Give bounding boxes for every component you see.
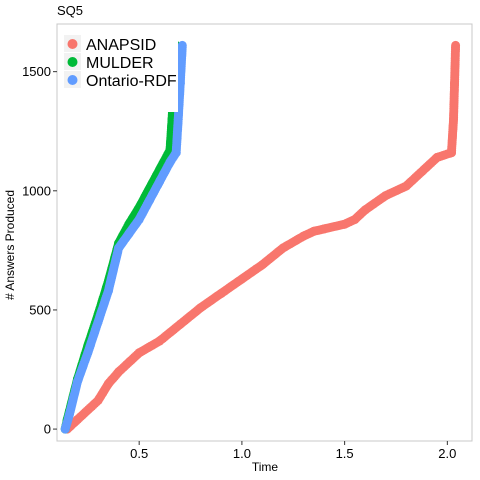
y-tick-label: 1000 [22,183,51,198]
legend-label: ANAPSID [86,37,156,54]
x-tick-label: 0.5 [130,446,148,461]
points-layer [60,40,461,434]
x-tick-label: 1.0 [233,446,251,461]
legend-marker [67,57,78,67]
y-axis: 0 500 1000 1500 [22,64,57,437]
x-axis-title: Time [252,460,279,474]
legend-background [62,34,178,112]
series-ontario-rdf [60,40,187,434]
legend-marker [67,75,78,85]
legend-marker [67,39,78,49]
data-point [451,40,461,50]
chart-title: SQ5 [57,3,83,18]
y-tick-label: 1500 [22,64,51,79]
legend-label: MULDER [86,55,154,72]
y-tick-label: 500 [29,302,51,317]
y-tick-label: 0 [44,422,51,437]
x-axis: 0.5 1.0 1.5 2.0 [130,441,456,461]
series-anapsid [62,40,461,434]
y-axis-title: # Answers Produced [3,190,17,300]
data-point [177,40,187,50]
x-tick-label: 1.5 [336,446,354,461]
x-tick-label: 2.0 [438,446,456,461]
legend-label: Ontario-RDF [86,73,177,90]
